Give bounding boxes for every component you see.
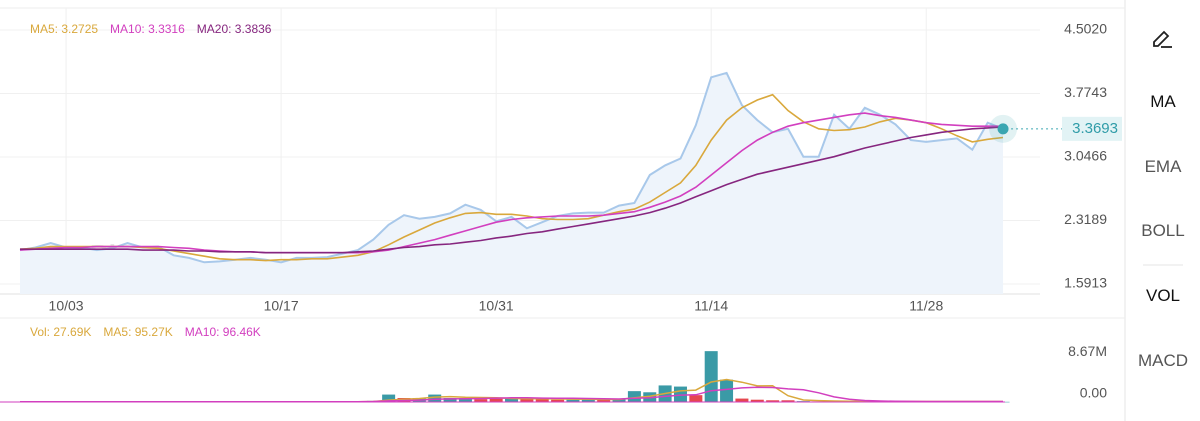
price-line [19, 71, 1004, 264]
volume-bar [535, 399, 549, 402]
volume-bar [750, 399, 764, 402]
volume-bar [382, 394, 396, 402]
volume-bar [474, 399, 488, 402]
menu-ma[interactable]: MA [1150, 92, 1176, 111]
draw-tool-icon[interactable] [1153, 30, 1172, 48]
volume-bar [458, 398, 472, 402]
volume-bar [689, 395, 703, 402]
volume-bar [781, 400, 795, 402]
volume-bar [735, 398, 749, 402]
ma-line [20, 126, 1004, 254]
y-tick-label: 1.5913 [1064, 275, 1107, 291]
volume-bar [720, 379, 734, 402]
menu-ema[interactable]: EMA [1144, 157, 1182, 176]
x-tick-label: 10/17 [264, 298, 299, 314]
legend-entry: MA10: 3.3316 [110, 22, 185, 36]
ma-line [19, 93, 1004, 262]
legend-entry: MA10: 96.46K [185, 325, 261, 339]
price-area [20, 72, 1004, 295]
volume-bar [704, 351, 718, 402]
last-price-tag [1062, 116, 1122, 141]
menu-boll[interactable]: BOLL [1141, 221, 1185, 240]
x-tick-label: 10/03 [49, 298, 84, 314]
pencil [1153, 30, 1170, 47]
volume-bar [566, 399, 580, 402]
y-tick-label: 2.3189 [1064, 211, 1107, 227]
legend-entry: Vol: 27.69K [30, 325, 91, 339]
volume-bar [443, 398, 457, 402]
y-tick-label: 0.00 [1080, 385, 1107, 401]
y-tick-label: 3.7743 [1064, 84, 1107, 100]
last-price-label: 3.3693 [1072, 120, 1118, 137]
menu-macd[interactable]: MACD [1137, 351, 1189, 370]
ma-line [19, 112, 1003, 254]
volume-bar [597, 399, 611, 402]
legend-entry: MA20: 3.3836 [197, 22, 272, 36]
y-tick-label: 4.5020 [1064, 21, 1107, 37]
y-tick-label: 8.67M [1068, 343, 1107, 359]
volume-bar [581, 399, 595, 402]
volume-bar [766, 400, 780, 402]
menu-vol[interactable]: VOL [1145, 286, 1181, 305]
volume-bar [612, 399, 626, 402]
volume-bar [627, 391, 641, 402]
volume-bar [551, 399, 565, 402]
volume-bar [505, 398, 519, 402]
last-price-dot [997, 123, 1009, 135]
x-tick-label: 10/31 [479, 298, 514, 314]
volume-bar [428, 394, 442, 402]
x-tick-label: 11/14 [694, 298, 728, 314]
legend-entry: MA5: 95.27K [103, 325, 172, 339]
legend-entry: MA5: 3.2725 [30, 22, 98, 36]
volume-bar [520, 398, 534, 402]
x-tick-label: 11/28 [909, 298, 943, 314]
volume-bar [489, 398, 503, 402]
y-tick-label: 3.0466 [1064, 148, 1107, 164]
